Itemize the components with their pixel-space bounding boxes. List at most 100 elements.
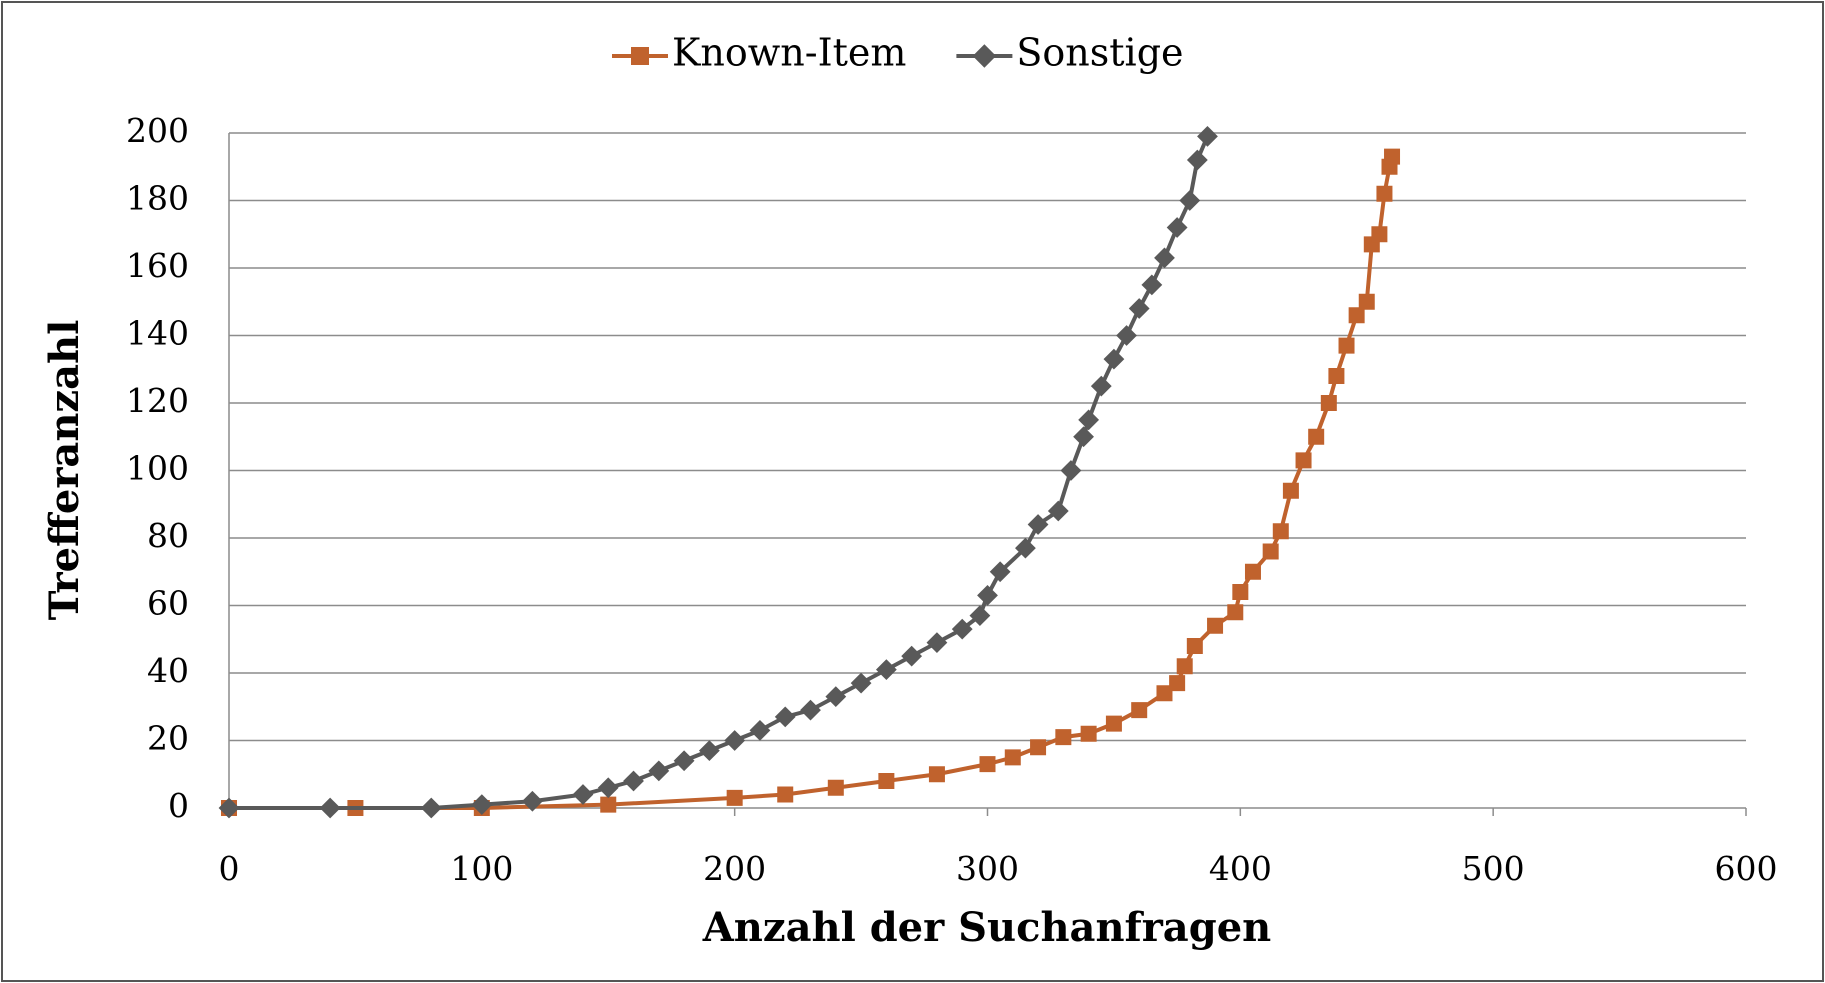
marker	[926, 632, 948, 654]
marker	[673, 750, 695, 772]
marker	[1004, 749, 1021, 766]
y-tick-label: 180	[126, 179, 189, 218]
marker	[1338, 337, 1355, 354]
marker	[1131, 702, 1148, 719]
marker	[1376, 185, 1393, 202]
x-tick-label: 200	[703, 849, 766, 888]
x-tick-label: 500	[1462, 849, 1525, 888]
marker	[1207, 617, 1224, 634]
marker	[1320, 395, 1337, 411]
marker	[522, 790, 543, 812]
marker	[989, 561, 1011, 583]
marker	[597, 777, 619, 799]
marker	[1156, 685, 1173, 702]
marker	[1244, 563, 1261, 580]
marker	[1384, 148, 1401, 165]
x-tick-label: 100	[450, 849, 513, 888]
marker	[800, 699, 821, 721]
marker	[471, 794, 493, 816]
marker	[631, 47, 649, 65]
x-axis-title: Anzahl der Suchanfragen	[702, 904, 1271, 951]
legend-label: Known-Item	[672, 31, 906, 75]
marker	[1308, 428, 1325, 445]
y-tick-label: 140	[126, 314, 189, 353]
marker	[1090, 375, 1112, 397]
marker	[724, 730, 746, 751]
marker	[977, 584, 998, 606]
marker	[1358, 293, 1375, 310]
y-tick-label: 100	[126, 449, 189, 488]
marker	[1105, 715, 1122, 732]
marker	[951, 618, 973, 640]
marker	[1262, 543, 1279, 560]
y-tick-label: 160	[126, 246, 189, 285]
y-tick-label: 80	[147, 516, 189, 555]
x-tick-label: 0	[219, 849, 240, 888]
marker	[572, 784, 594, 805]
series-line	[229, 135, 1210, 810]
marker	[1186, 149, 1208, 171]
marker	[600, 796, 617, 813]
marker	[928, 766, 945, 783]
marker	[623, 770, 644, 792]
marker	[1103, 348, 1125, 370]
marker	[827, 779, 844, 796]
marker	[1169, 675, 1186, 692]
marker	[774, 706, 796, 728]
marker	[420, 797, 442, 819]
marker	[1141, 274, 1163, 296]
marker	[777, 786, 794, 803]
marker	[1080, 725, 1097, 742]
marker	[979, 756, 996, 773]
marker	[1176, 658, 1193, 675]
marker	[1179, 190, 1201, 211]
marker	[1166, 217, 1188, 238]
marker	[749, 719, 771, 741]
marker	[875, 659, 897, 681]
marker	[901, 645, 923, 667]
marker	[1055, 729, 1072, 746]
marker	[1073, 426, 1094, 448]
marker	[1348, 307, 1365, 324]
marker	[1027, 514, 1049, 535]
marker	[1371, 226, 1388, 243]
x-tick-label: 600	[1715, 849, 1778, 888]
legend-label: Sonstige	[1016, 31, 1183, 75]
x-tick-label: 300	[956, 849, 1019, 888]
marker	[1078, 409, 1100, 431]
marker	[972, 44, 997, 68]
y-tick-label: 60	[147, 584, 189, 623]
marker	[825, 686, 847, 708]
marker	[1282, 482, 1299, 499]
y-tick-label: 20	[147, 719, 189, 758]
y-axis-title: Trefferanzahl	[41, 320, 88, 621]
marker	[1328, 368, 1345, 384]
marker	[1227, 604, 1244, 621]
marker	[726, 789, 743, 806]
marker	[1116, 325, 1137, 346]
marker	[1295, 452, 1312, 469]
y-tick-label: 120	[126, 381, 189, 420]
marker	[218, 797, 240, 819]
marker	[969, 605, 991, 627]
marker	[1197, 125, 1218, 147]
marker	[1232, 584, 1249, 600]
marker	[1272, 523, 1289, 540]
x-tick-label: 400	[1209, 849, 1272, 888]
marker	[1015, 537, 1036, 559]
marker	[319, 797, 341, 819]
marker	[1060, 460, 1082, 481]
marker	[1128, 298, 1150, 319]
marker	[1186, 638, 1203, 654]
marker	[878, 773, 895, 789]
marker	[1047, 500, 1069, 522]
marker	[1030, 739, 1047, 756]
y-tick-label: 0	[168, 786, 189, 825]
y-tick-label: 200	[126, 111, 189, 150]
marker	[698, 740, 720, 762]
y-tick-label: 40	[147, 651, 189, 690]
marker	[1154, 247, 1175, 269]
